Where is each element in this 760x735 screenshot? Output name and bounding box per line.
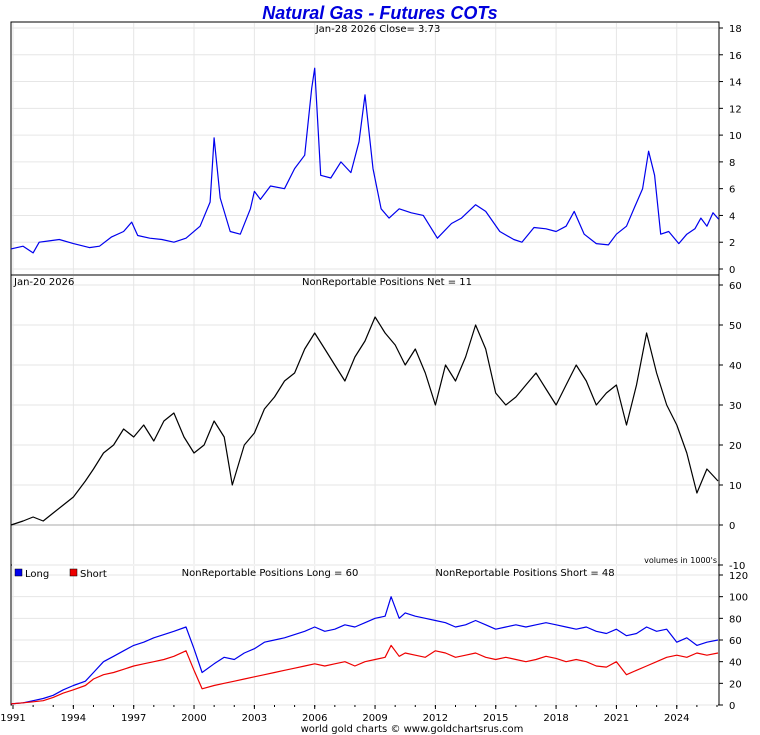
y-tick-label: 30 [729,401,742,412]
long-label: NonReportable Positions Long = 60 [182,568,359,579]
x-tick-label: 2003 [242,713,267,724]
y-tick-label: 0 [729,521,735,532]
legend-long-swatch [14,568,23,577]
y-tick-label: 18 [729,24,742,35]
x-tick-label: 2015 [483,713,508,724]
x-tick-label: 2018 [543,713,568,724]
legend-long-label: Long [25,569,49,580]
y-tick-label: 100 [729,593,748,604]
x-tick-label: 1994 [61,713,86,724]
short-series-line [10,644,719,705]
short-label: NonReportable Positions Short = 48 [435,568,614,579]
x-tick-label: 2006 [302,713,327,724]
y-tick-label: 20 [729,679,742,690]
y-tick-label: 8 [729,158,735,169]
y-tick-label: 20 [729,441,742,452]
y-tick-label: 40 [729,658,742,669]
y-tick-label: 60 [729,636,742,647]
long-short-panel [10,564,720,706]
x-tick-label: 2009 [362,713,387,724]
y-tick-label: 60 [729,281,742,292]
price-subtitle: Jan-28 2026 Close= 3.73 [315,24,441,35]
footer-credit: world gold charts © www.goldchartsrus.co… [301,724,524,735]
y-tick-label: 14 [729,78,742,89]
x-tick-label: 1991 [0,713,25,724]
y-tick-label: -10 [729,561,745,572]
x-tick-label: 1997 [121,713,146,724]
y-tick-label: 16 [729,51,742,62]
y-tick-label: 50 [729,321,742,332]
y-tick-label: 12 [729,104,742,115]
y-tick-label: 80 [729,614,742,625]
price-panel [10,21,720,276]
x-tick-label: 2024 [664,713,689,724]
net-title: NonReportable Positions Net = 11 [302,277,472,288]
legend-short-swatch [69,568,78,577]
chart-title: Natural Gas - Futures COTs [262,3,497,23]
y-tick-label: 2 [729,238,735,249]
net-date-label: Jan-20 2026 [13,277,74,288]
volumes-annotation: volumes in 1000's [644,556,717,565]
x-tick-label: 2000 [181,713,206,724]
y-tick-label: 4 [729,211,735,222]
y-tick-label: 10 [729,131,742,142]
y-tick-label: 0 [729,265,735,276]
x-tick-label: 2012 [423,713,448,724]
net-panel [10,274,720,566]
panel-0-series-line [10,67,720,254]
x-tick-label: 2021 [604,713,629,724]
y-tick-label: 10 [729,481,742,492]
y-tick-label: 120 [729,571,748,582]
legend-short-label: Short [80,569,107,580]
y-tick-label: 0 [729,701,735,712]
long-series-line [10,596,719,705]
y-tick-label: 6 [729,185,735,196]
y-tick-label: 40 [729,361,742,372]
panel-1-series-line [10,316,719,526]
